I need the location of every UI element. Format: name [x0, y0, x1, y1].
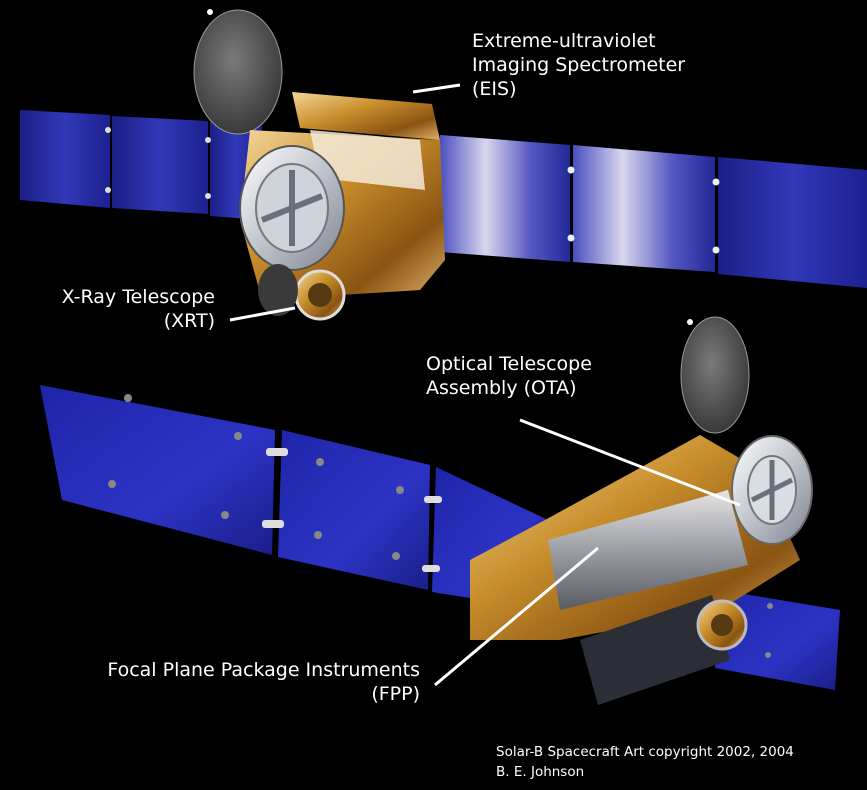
- xrt-label-line-1: X-Ray Telescope: [61, 286, 215, 308]
- eis-label-line-2: Imaging Spectrometer: [472, 54, 686, 76]
- fpp-label-line-1: Focal Plane Package Instruments: [107, 659, 420, 681]
- ota-label-line-1: Optical Telescope: [426, 353, 592, 375]
- xrt-label: X-Ray Telescope (XRT): [41, 285, 215, 333]
- fpp-label: Focal Plane Package Instruments (FPP): [62, 658, 420, 706]
- leader-lines: [229, 83, 741, 687]
- eis-label-line-1: Extreme-ultraviolet: [472, 30, 656, 52]
- fpp-label-line-2: (FPP): [371, 683, 420, 705]
- lower-right-solar-array: [715, 590, 840, 690]
- copyright-credit: Solar-B Spacecraft Art copyright 2002, 2…: [496, 742, 794, 782]
- xrt-label-line-2: (XRT): [163, 310, 215, 332]
- upper-right-solar-array: [440, 135, 867, 288]
- eis-label: Extreme-ultraviolet Imaging Spectrometer…: [472, 29, 685, 101]
- fpp-tube: [580, 595, 730, 705]
- ota-tube: [548, 490, 748, 610]
- upper-spacecraft: [20, 9, 867, 321]
- eis-instrument-body: [292, 92, 440, 140]
- eis-label-line-3: (EIS): [472, 78, 517, 100]
- upper-antenna-dish: [193, 9, 283, 135]
- lower-spacecraft: [40, 316, 840, 705]
- ota-door: [680, 316, 750, 434]
- ota-label-line-2: Assembly (OTA): [426, 377, 577, 399]
- eis-leader-line: [412, 83, 461, 94]
- ota-leader-line: [519, 418, 741, 507]
- ota-label: Optical Telescope Assembly (OTA): [426, 352, 592, 400]
- copyright-line-1: Solar-B Spacecraft Art copyright 2002, 2…: [496, 744, 794, 760]
- fpp-leader-line: [434, 546, 599, 687]
- xrt-leader-line: [229, 306, 296, 322]
- copyright-line-2: B. E. Johnson: [496, 764, 585, 780]
